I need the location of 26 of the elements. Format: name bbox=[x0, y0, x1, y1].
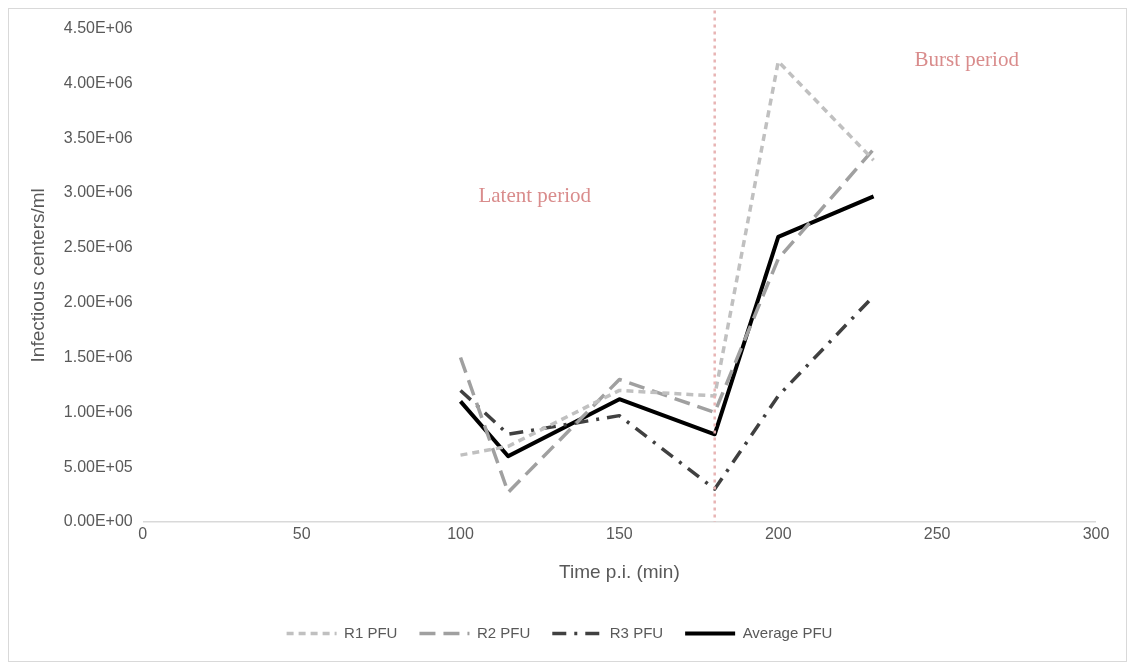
y-tick-label: 1.00E+06 bbox=[63, 402, 133, 420]
y-tick-label: 0.00E+00 bbox=[63, 512, 133, 530]
x-tick-label: 150 bbox=[606, 525, 633, 543]
y-tick-label: 2.00E+06 bbox=[63, 293, 133, 311]
x-axis-title: Time p.i. (min) bbox=[559, 560, 680, 582]
y-tick-label: 5.00E+05 bbox=[63, 457, 133, 475]
x-tick-label: 250 bbox=[923, 525, 951, 543]
x-tick-label: 200 bbox=[764, 525, 792, 543]
y-tick-label: 1.50E+06 bbox=[63, 347, 133, 365]
legend-label: R1 PFU bbox=[344, 623, 398, 641]
y-tick-label: 3.00E+06 bbox=[63, 183, 133, 201]
y-tick-label: 2.50E+06 bbox=[63, 238, 133, 256]
legend-label: R3 PFU bbox=[609, 623, 664, 641]
y-axis-title: Infectious centers/ml bbox=[26, 188, 48, 363]
annotation: Latent period bbox=[478, 182, 592, 207]
y-tick-label: 4.50E+06 bbox=[63, 19, 133, 37]
x-tick-label: 50 bbox=[292, 525, 311, 543]
y-tick-label: 3.50E+06 bbox=[63, 128, 133, 146]
x-tick-label: 300 bbox=[1082, 525, 1110, 543]
legend-label: Average PFU bbox=[742, 623, 833, 641]
legend-label: R2 PFU bbox=[476, 623, 531, 641]
y-tick-label: 4.00E+06 bbox=[63, 73, 133, 91]
x-tick-label: 0 bbox=[138, 525, 148, 543]
line-series bbox=[458, 147, 876, 495]
x-tick-label: 100 bbox=[447, 525, 474, 543]
annotation: Burst period bbox=[914, 47, 1020, 72]
